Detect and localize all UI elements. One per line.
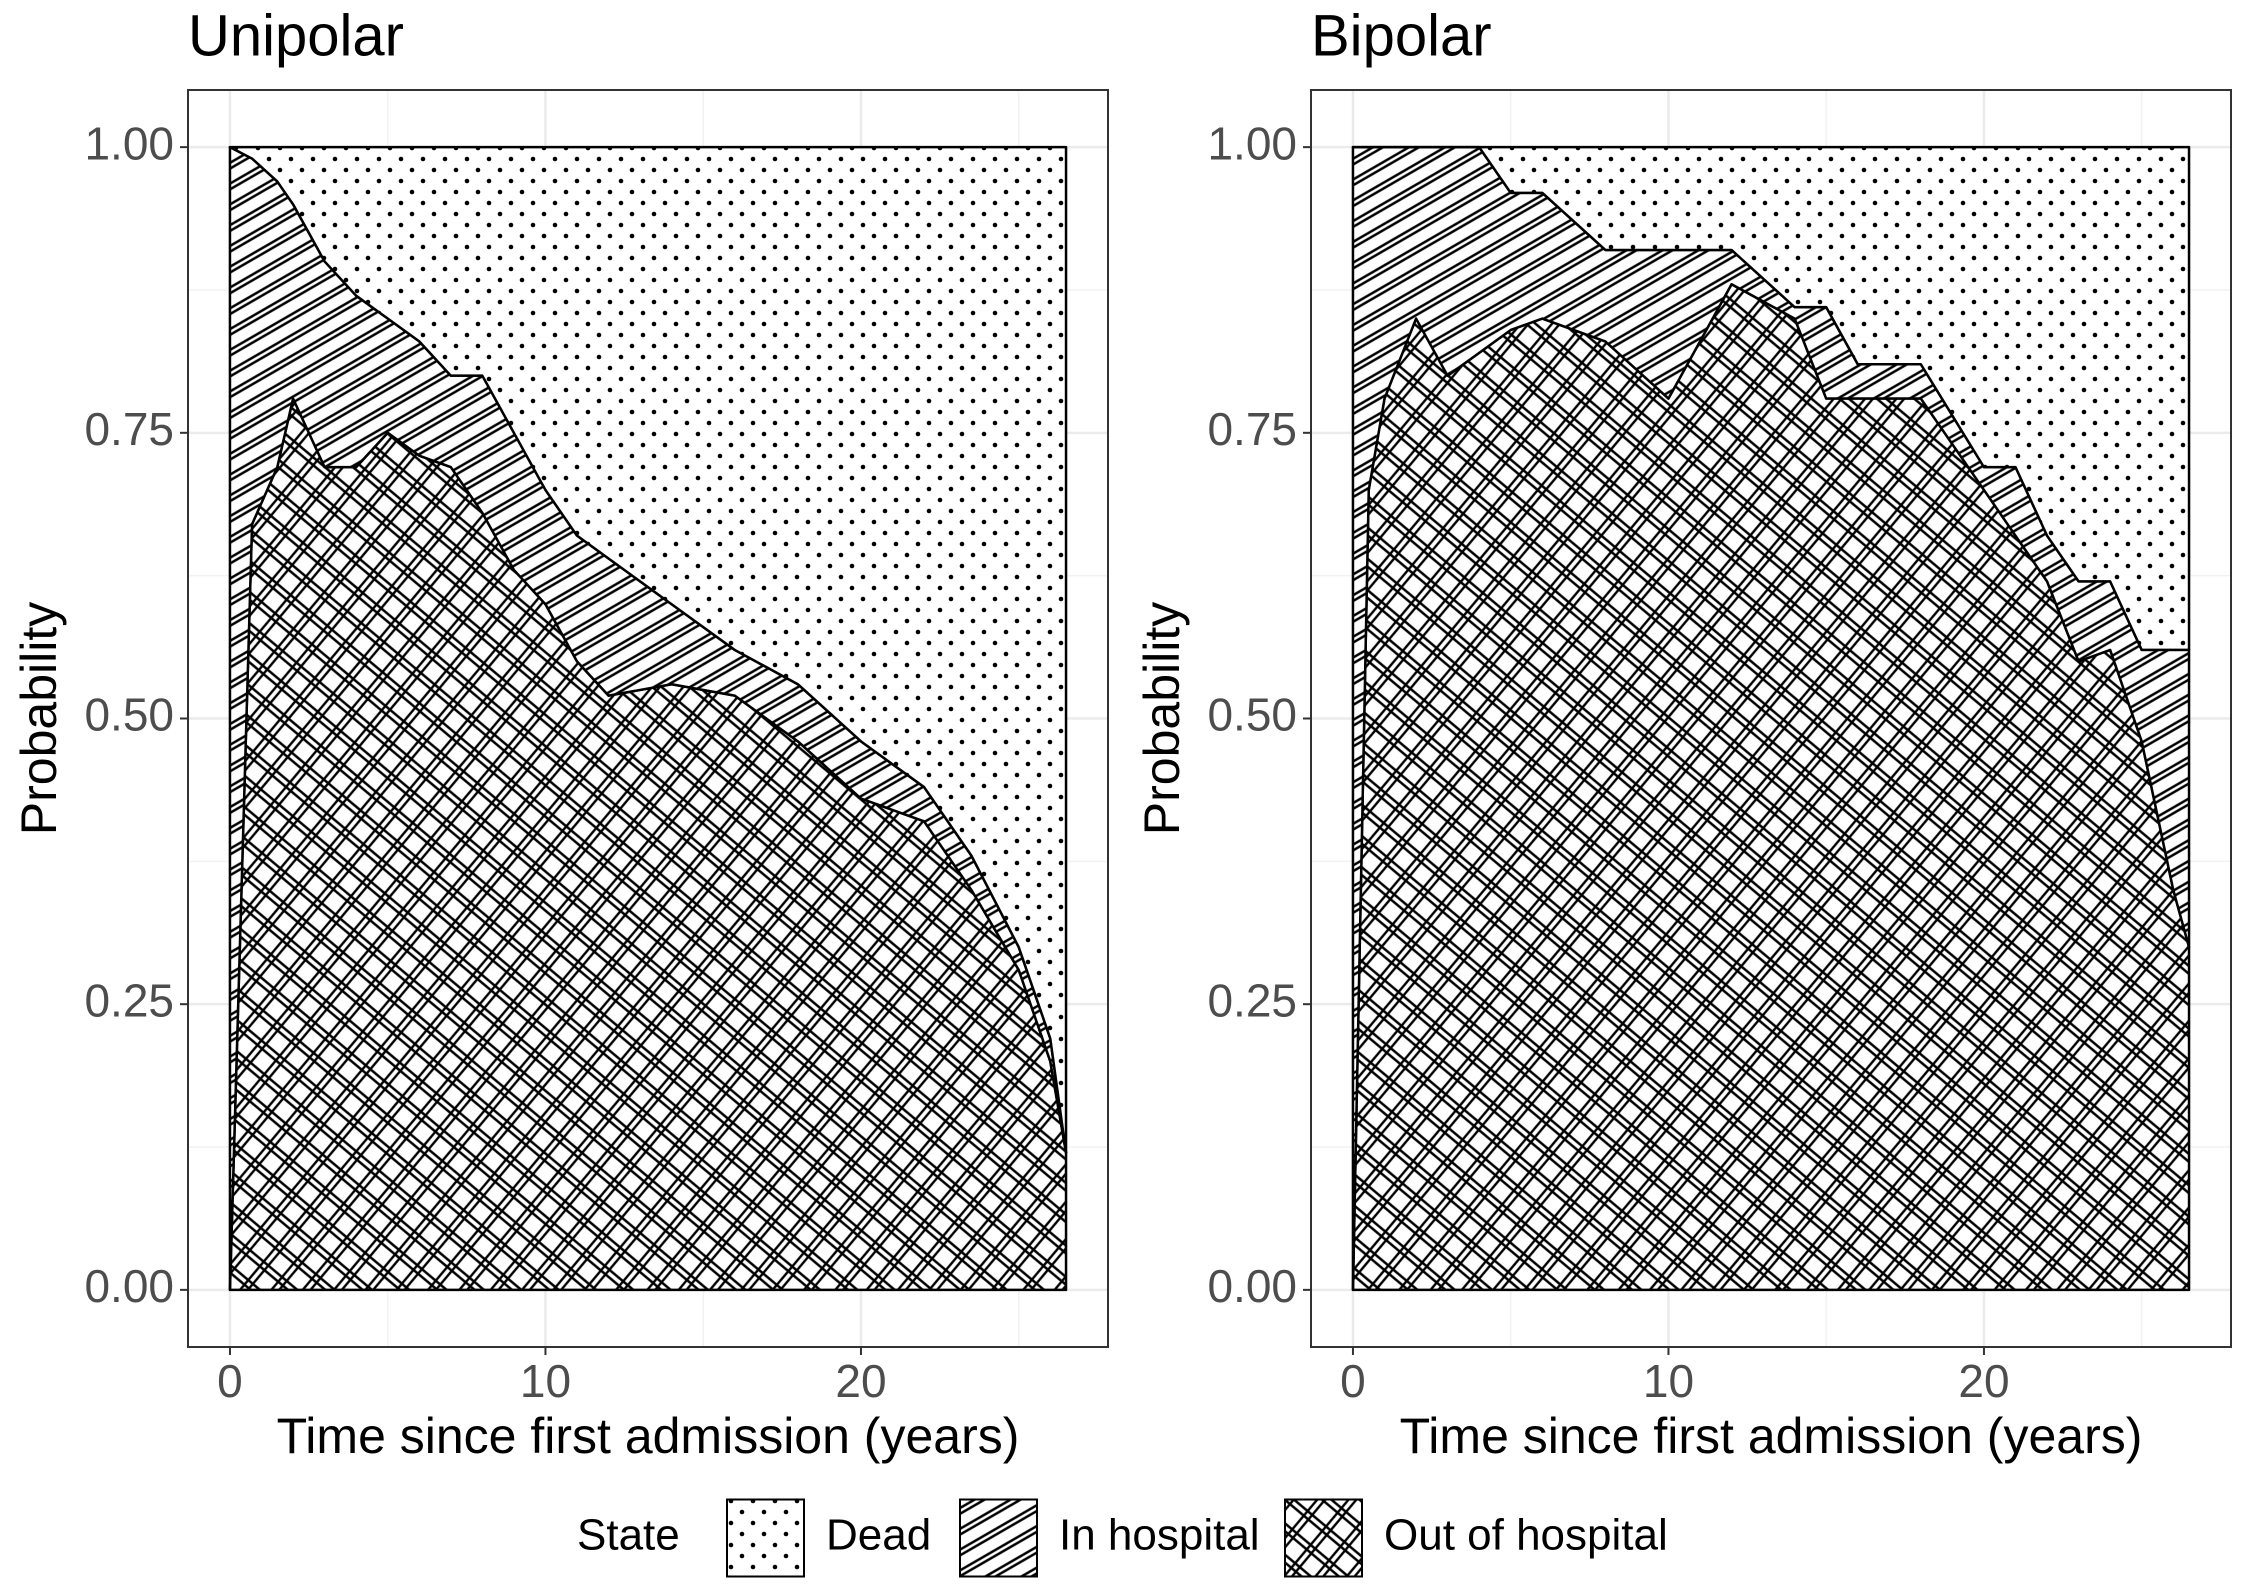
legend-key: [959, 1498, 1038, 1578]
legend-label: Out of hospital: [1384, 1511, 1668, 1560]
x-tick-label: 0: [217, 1355, 243, 1407]
panel-border: [187, 89, 1109, 1348]
panel-title: Unipolar: [188, 3, 404, 68]
panel-title: Bipolar: [1311, 3, 1492, 68]
legend-key: [1284, 1498, 1363, 1578]
x-tick-label: 0: [1340, 1355, 1366, 1407]
x-tick-label: 20: [835, 1355, 886, 1407]
y-tick-label: 0.75: [1207, 403, 1297, 455]
legend-key: [726, 1498, 805, 1578]
legend-label: Dead: [826, 1511, 931, 1560]
y-axis-title: Probability: [11, 602, 67, 835]
y-tick-label: 0.75: [84, 403, 174, 455]
x-tick-label: 10: [520, 1355, 571, 1407]
y-tick-label: 1.00: [1207, 117, 1297, 169]
y-tick-label: 1.00: [84, 117, 174, 169]
y-axis-title: Probability: [1134, 602, 1190, 835]
y-tick-label: 0.25: [84, 974, 174, 1026]
panel-border: [1310, 89, 2232, 1348]
legend-label: In hospital: [1059, 1511, 1260, 1560]
y-tick-label: 0.50: [1207, 689, 1297, 741]
area: [228, 145, 1068, 1154]
x-axis-title: Time since first admission (years): [1400, 1408, 2143, 1464]
legend-title: State: [577, 1511, 680, 1560]
x-tick-label: 20: [1958, 1355, 2009, 1407]
y-tick-label: 0.00: [1207, 1260, 1297, 1312]
x-axis-title: Time since first admission (years): [277, 1408, 1020, 1464]
area: [1351, 145, 2191, 652]
y-tick-label: 0.00: [84, 1260, 174, 1312]
x-tick-label: 10: [1643, 1355, 1694, 1407]
y-tick-label: 0.50: [84, 689, 174, 741]
y-tick-label: 0.25: [1207, 974, 1297, 1026]
